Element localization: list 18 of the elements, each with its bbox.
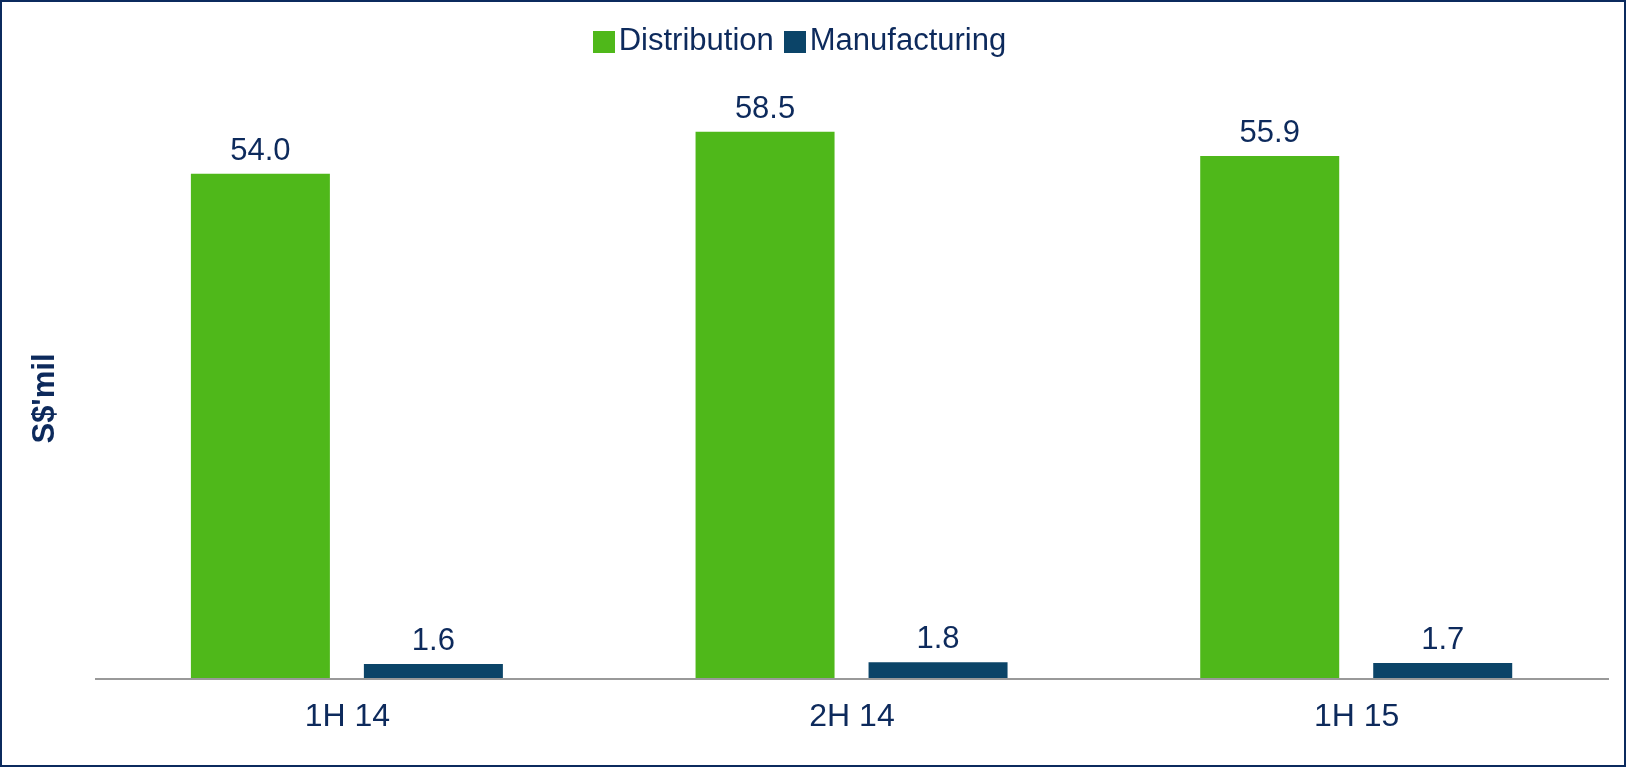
x-tick-label: 1H 14 [304,696,391,733]
bar [695,131,835,679]
bar [868,662,1008,679]
bar [1200,156,1340,679]
data-label: 1.8 [916,620,960,656]
data-label: 1.7 [1421,621,1465,657]
data-label: 58.5 [734,89,796,125]
data-label: 54.0 [230,131,291,167]
legend-label: Distribution [618,22,774,57]
y-axis-title: S$'mil [26,353,62,444]
bar [190,173,330,679]
data-label: 1.6 [411,622,455,658]
x-tick-label: 1H 15 [1313,696,1400,733]
data-label: 55.9 [1239,114,1300,150]
x-tick-label: 2H 14 [809,696,895,733]
legend-label: Manufacturing [809,22,1007,57]
bar [363,664,503,679]
bar [1373,663,1513,679]
